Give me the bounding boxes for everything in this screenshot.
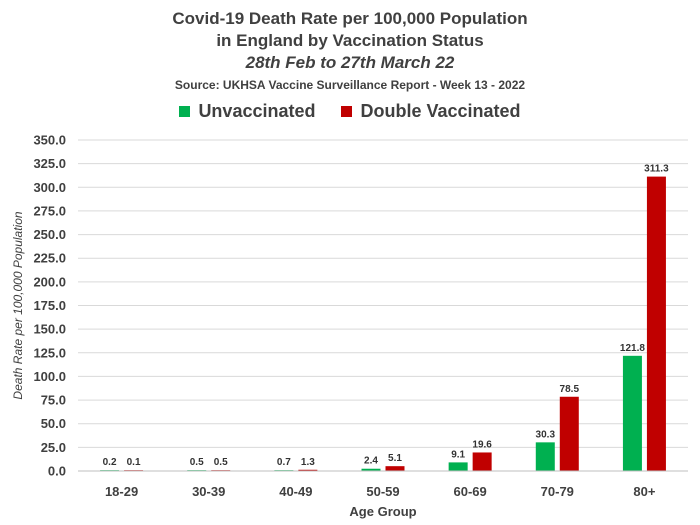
y-tick-label: 325.0 [33,156,66,171]
legend-label-unvaccinated: Unvaccinated [198,101,316,121]
data-label: 5.1 [388,453,402,464]
x-tick-label: 40-49 [279,484,312,499]
x-tick-label: 70-79 [541,484,574,499]
bar [535,442,555,471]
bar [385,466,405,471]
data-label: 19.6 [472,439,492,450]
x-axis-title: Age Group [349,504,416,519]
data-label: 0.1 [127,457,141,468]
bar [448,462,468,471]
legend-swatch-double-vaccinated [341,106,353,117]
x-axis-ticks: 18-29 30-39 40-49 50-59 60-69 70-79 80+ [105,484,656,499]
y-tick-label: 200.0 [33,274,66,289]
bar [298,469,318,471]
y-tick-label: 50.0 [41,416,66,431]
y-tick-label: 25.0 [41,440,66,455]
y-tick-label: 75.0 [41,393,66,408]
bar [646,176,666,472]
y-tick-label: 125.0 [33,345,66,360]
chart-legend: Unvaccinated Double Vaccinated [0,101,700,122]
data-label: 9.1 [451,449,465,460]
data-label: 311.3 [644,164,669,175]
chart-titles: Covid-19 Death Rate per 100,000 Populati… [0,8,700,94]
data-label: 0.5 [190,457,204,468]
y-tick-label: 175.0 [33,298,66,313]
legend-swatch-unvaccinated [179,106,191,117]
y-tick-label: 275.0 [33,203,66,218]
x-tick-label: 18-29 [105,484,138,499]
data-label: 121.8 [620,343,645,354]
chart-source: Source: UKHSA Vaccine Surveillance Repor… [174,78,526,92]
data-label: 78.5 [560,384,580,395]
bar [622,355,642,471]
legend-label-double-vaccinated: Double Vaccinated [360,101,521,121]
chart-title-line2: in England by Vaccination Status [216,31,484,50]
y-tick-label: 225.0 [33,251,66,266]
data-label: 0.2 [103,457,117,468]
data-label: 2.4 [364,456,378,467]
data-label: 0.5 [214,457,228,468]
data-label: 1.3 [301,457,315,468]
legend-item-double-vaccinated: Double Vaccinated [341,101,521,122]
x-tick-label: 80+ [633,484,655,499]
y-axis-title: Death Rate per 100,000 Population [11,211,25,399]
data-label: 30.3 [536,429,556,440]
x-tick-label: 60-69 [454,484,487,499]
bar [472,452,492,471]
x-tick-label: 30-39 [192,484,225,499]
y-tick-label: 250.0 [33,227,66,242]
y-tick-label: 0.0 [48,464,66,479]
y-tick-label: 100.0 [33,369,66,384]
gridlines [78,139,688,448]
bar [559,396,579,471]
y-tick-label: 350.0 [33,133,66,148]
bars [100,176,666,472]
data-label: 0.7 [277,457,291,468]
chart-subtitle: 28th Feb to 27th March 22 [245,53,455,72]
y-axis-ticks: 0.0 25.0 50.0 75.0 100.0 125.0 150.0 175.0 200.0… [33,133,66,479]
y-tick-label: 150.0 [33,322,66,337]
x-tick-label: 50-59 [366,484,399,499]
chart-title-line1: Covid-19 Death Rate per 100,000 Populati… [172,9,528,28]
data-labels: 0.2 0.1 0.5 0.5 0.7 1.3 2.4 5.1 9.1 19.6 30.3 78.5 1… [103,164,669,469]
bar [361,468,381,471]
y-tick-label: 300.0 [33,180,66,195]
legend-item-unvaccinated: Unvaccinated [179,101,315,122]
